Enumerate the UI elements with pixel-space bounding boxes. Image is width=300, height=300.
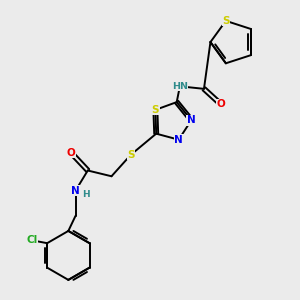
Text: O: O [217, 99, 225, 109]
Text: H: H [82, 190, 89, 200]
Text: O: O [67, 148, 75, 158]
Text: S: S [152, 105, 159, 115]
Text: S: S [127, 150, 135, 160]
Text: HN: HN [172, 82, 188, 91]
Text: N: N [187, 115, 196, 125]
Text: S: S [222, 16, 230, 26]
Text: Cl: Cl [26, 235, 38, 245]
Text: N: N [174, 135, 183, 145]
Text: N: N [71, 186, 80, 196]
